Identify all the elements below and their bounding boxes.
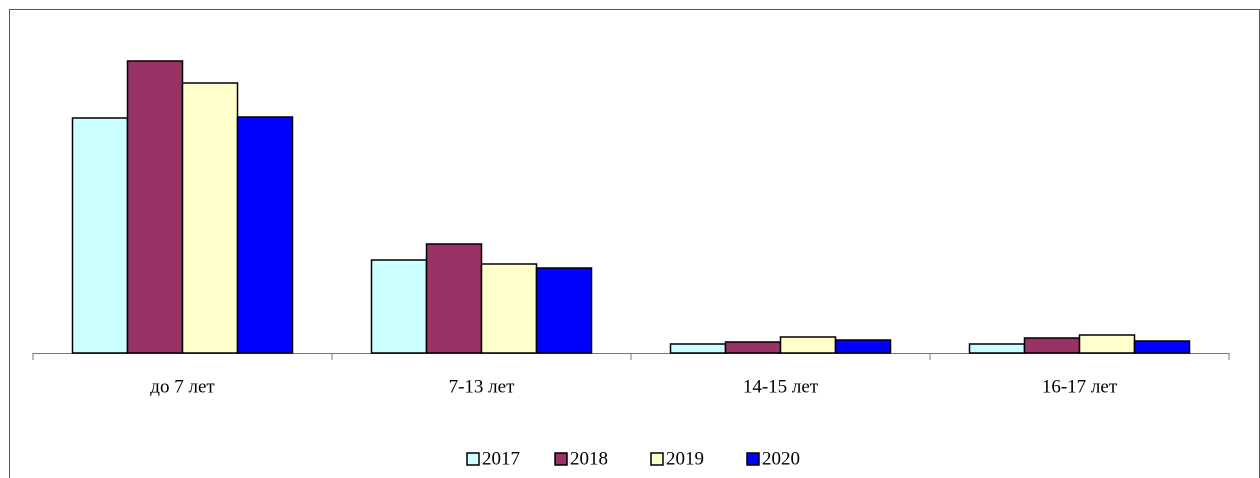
bar (126, 60, 184, 354)
legend-swatch (650, 452, 664, 466)
bar (236, 116, 294, 354)
bar (71, 117, 129, 354)
legend-swatch (746, 452, 760, 466)
bar (425, 243, 483, 354)
x-tick-label: до 7 лет (150, 376, 215, 397)
bar (181, 82, 239, 354)
bar (968, 343, 1026, 354)
bar (779, 336, 837, 354)
x-tick-label: 14-15 лет (743, 376, 819, 397)
x-tick-label: 16-17 лет (1042, 376, 1118, 397)
bar (370, 259, 428, 354)
bar (1023, 337, 1081, 354)
bar (834, 339, 892, 354)
bar (1078, 334, 1136, 354)
legend-label: 2020 (762, 448, 800, 469)
legend-label: 2019 (666, 448, 704, 469)
bar (480, 263, 538, 354)
x-tick-label: 7-13 лет (449, 376, 515, 397)
bar (535, 267, 593, 354)
legend-swatch (554, 452, 568, 466)
legend-label: 2018 (570, 448, 608, 469)
bar (669, 343, 727, 354)
bar (1133, 340, 1191, 354)
legend-label: 2017 (482, 448, 520, 469)
bar (724, 341, 782, 354)
legend-swatch (466, 452, 480, 466)
